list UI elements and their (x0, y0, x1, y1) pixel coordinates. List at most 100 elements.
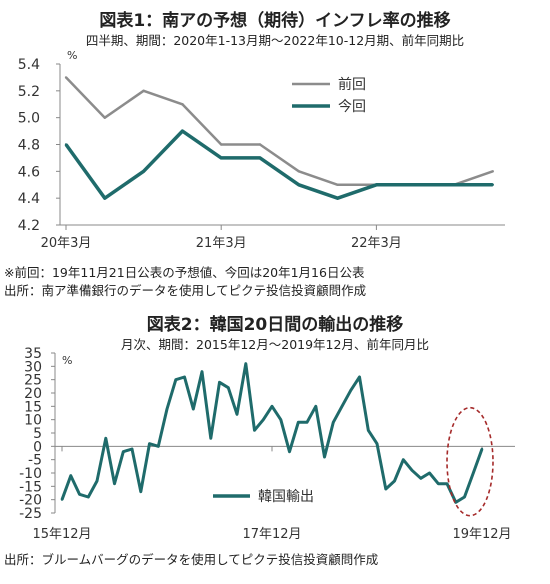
x-tick-label: 20年3月 (41, 236, 92, 251)
y-tick-label: 35 (24, 346, 42, 362)
point-korea-exports (60, 498, 64, 501)
point-korea-exports (332, 421, 335, 424)
point-curr (491, 183, 494, 186)
y-tick-label: 20 (24, 386, 42, 402)
y-tick-label: 4.6 (18, 164, 40, 180)
legend-label-korea-exports: 韓国輸出 (258, 489, 314, 505)
legend-label-curr: 今回 (338, 99, 366, 115)
point-korea-exports (358, 375, 361, 379)
point-korea-exports (218, 381, 221, 384)
y-tick-label: 0 (33, 439, 42, 455)
chart1-title: 図表1：南アの予想（期待）インフレ率の推移 (99, 11, 451, 31)
point-curr (375, 183, 378, 186)
y-tick-label: 5.0 (18, 111, 40, 127)
y-tick-label: 4.2 (18, 218, 40, 234)
y-tick-label: 5 (33, 426, 42, 442)
chart2-subtitle: 月次、期間：2015年12月～2019年12月、前年同月比 (121, 337, 429, 352)
point-korea-exports (419, 477, 422, 480)
y-tick-label: 10 (24, 413, 42, 429)
point-korea-exports (235, 413, 239, 416)
chart1-subtitle: 四半期、期間：2020年1-13月期～2022年10-12月期、前年同期比 (85, 33, 465, 48)
y-tick-label: 25 (24, 373, 42, 389)
y-tick-label: 4.8 (18, 138, 40, 154)
point-curr (414, 183, 417, 186)
point-korea-exports (340, 405, 344, 408)
chart1-source: 出所：南ア準備銀行のデータを使用してピクテ投信投資顧問作成 (4, 283, 367, 298)
point-prev (491, 170, 494, 173)
y-tick-label: -5 (28, 453, 42, 469)
point-curr (103, 196, 107, 200)
point-korea-exports (148, 442, 151, 445)
series-prev-line (65, 76, 494, 187)
point-korea-exports (428, 471, 431, 475)
point-korea-exports (209, 437, 212, 440)
y-tick-label: -10 (19, 466, 42, 482)
point-korea-exports (402, 458, 405, 461)
legend-label-prev: 前回 (338, 76, 366, 93)
point-prev (336, 183, 339, 186)
point-korea-exports (139, 490, 142, 493)
x-tick-label: 15年12月 (32, 527, 91, 542)
point-korea-exports (375, 442, 379, 445)
y-tick-label: 5.4 (18, 57, 40, 73)
point-korea-exports (323, 455, 326, 459)
y-tick-label: 30 (24, 359, 42, 375)
point-prev (258, 143, 262, 146)
point-korea-exports (349, 389, 352, 392)
point-korea-exports (384, 487, 387, 491)
point-korea-exports (480, 447, 484, 451)
point-curr (64, 143, 68, 146)
point-korea-exports (78, 493, 81, 496)
point-korea-exports (113, 482, 116, 485)
point-prev (220, 143, 223, 146)
series-curr-line (64, 129, 493, 200)
y-tick-label: 5.2 (18, 84, 40, 100)
point-korea-exports (270, 405, 274, 408)
chart2-title: 図表2：韓国20日間の輸出の推移 (146, 315, 404, 335)
point-korea-exports (165, 407, 169, 411)
point-korea-exports (410, 469, 414, 472)
point-curr (336, 196, 339, 200)
y-unit-label: % (67, 49, 77, 62)
highlight-ellipse (446, 406, 494, 517)
point-korea-exports (297, 421, 300, 424)
point-korea-exports (463, 495, 466, 499)
y-tick-label: -15 (19, 479, 42, 495)
point-korea-exports (69, 474, 72, 477)
chart1-note-prev: ※前回：19年11月21日公表の予想値、今回は20年1月16日公表 (4, 265, 365, 280)
point-korea-exports (130, 447, 134, 451)
point-korea-exports (288, 450, 291, 453)
point-curr (220, 156, 223, 160)
point-prev (297, 170, 300, 173)
y-tick-label: 15 (24, 399, 42, 415)
chart2-source: 出所：ブルームバーグのデータを使用してピクテ投信投資顧問作成 (4, 552, 379, 567)
point-curr (181, 129, 184, 133)
point-korea-exports (95, 479, 99, 483)
point-korea-exports (192, 407, 195, 411)
x-tick-label: 22年3月 (351, 236, 402, 251)
point-korea-exports (472, 471, 475, 475)
point-korea-exports (262, 418, 265, 421)
point-korea-exports (393, 479, 396, 483)
x-tick-label: 19年12月 (452, 527, 511, 542)
point-curr (297, 183, 300, 186)
point-korea-exports (157, 445, 160, 448)
point-korea-exports (183, 375, 186, 379)
point-korea-exports (174, 378, 177, 381)
point-prev (142, 89, 145, 93)
x-tick-label: 17年12月 (242, 527, 301, 542)
point-korea-exports (253, 429, 256, 432)
y-tick-label: -25 (19, 506, 42, 522)
point-curr (258, 156, 262, 160)
point-korea-exports (244, 362, 247, 365)
point-curr (142, 170, 145, 173)
x-tick-label: 21年3月 (196, 236, 247, 251)
point-korea-exports (279, 418, 282, 421)
point-korea-exports (87, 495, 90, 499)
point-korea-exports (122, 450, 125, 453)
point-korea-exports (367, 429, 370, 432)
point-korea-exports (227, 386, 230, 389)
y-tick-label: 4.4 (18, 191, 40, 207)
